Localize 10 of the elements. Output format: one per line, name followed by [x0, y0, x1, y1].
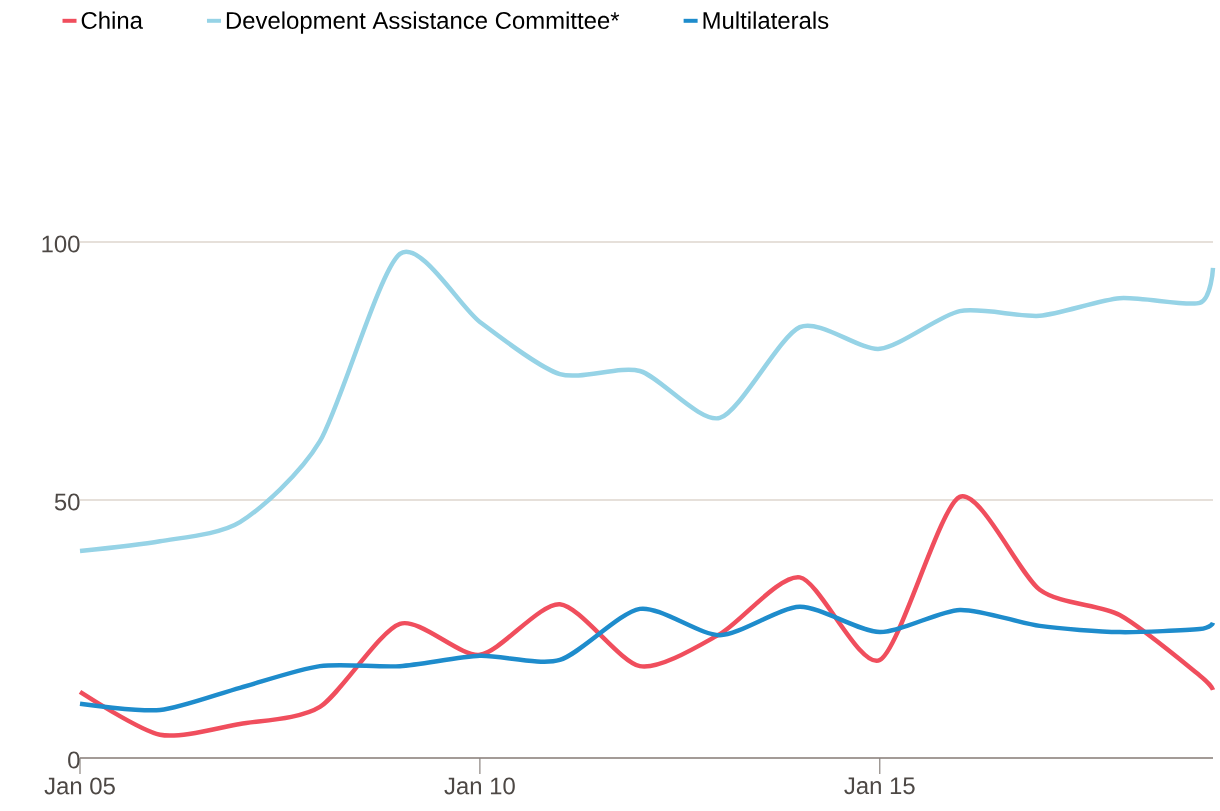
x-tick-label: Jan 15: [844, 777, 915, 795]
legend-label: Development Assistance Committee*: [226, 11, 620, 34]
x-tick-label: Jan 05: [44, 777, 115, 795]
line-series: [77, 604, 1216, 713]
x-tick-label: Jan 10: [444, 777, 515, 795]
y-tick-label: 0: [68, 751, 80, 769]
legend-label: Multilaterals: [703, 11, 829, 29]
legend-label: China: [81, 11, 143, 29]
y-tick-label: 50: [54, 493, 80, 511]
y-tick-label: 100: [42, 235, 80, 253]
